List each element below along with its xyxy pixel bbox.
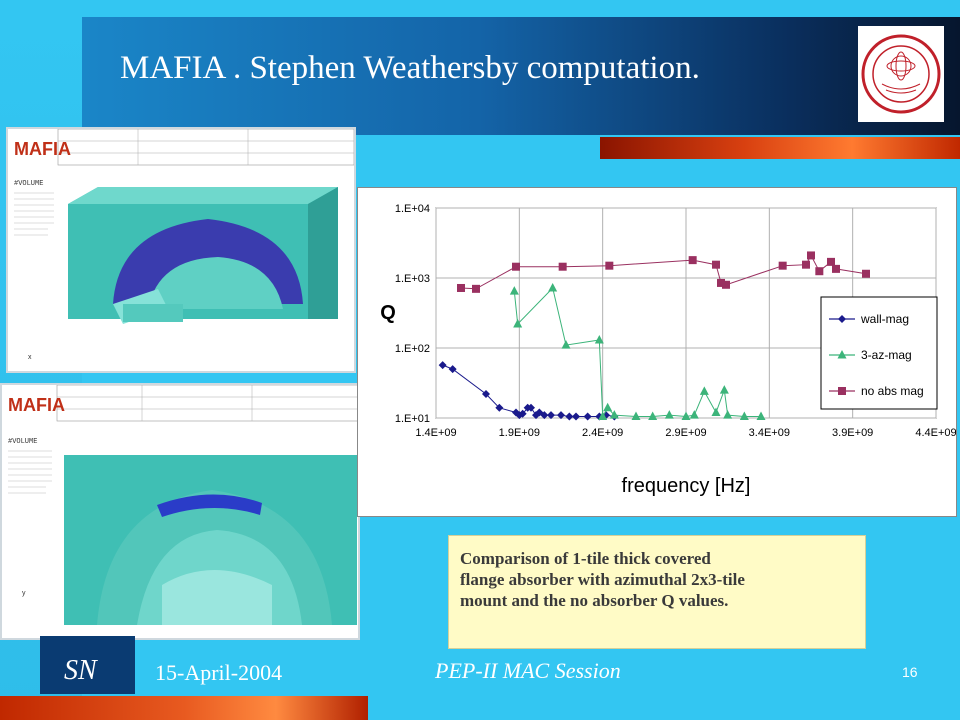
data-point bbox=[711, 407, 721, 416]
data-point bbox=[565, 412, 574, 421]
data-point bbox=[664, 410, 674, 419]
x-tick-label: 1.4E+09 bbox=[415, 427, 456, 439]
data-point bbox=[712, 260, 720, 269]
slac-seal-logo bbox=[858, 26, 944, 122]
data-point bbox=[548, 282, 558, 292]
y-tick-label: 1.E+04 bbox=[395, 203, 430, 215]
data-point bbox=[509, 286, 519, 295]
footer-initials: SN bbox=[64, 655, 97, 686]
mafia-logo-bottom: MAFIA bbox=[8, 395, 65, 415]
axis-glyph-bottom: y bbox=[22, 590, 26, 597]
data-point bbox=[689, 410, 699, 419]
q-vs-frequency-chart: 1.4E+09 1.9E+09 2.4E+09 2.9E+09 3.4E+09 3.9E+… bbox=[357, 187, 957, 517]
caption-box bbox=[448, 535, 866, 649]
data-point bbox=[688, 256, 697, 265]
data-point bbox=[527, 403, 535, 412]
data-point bbox=[448, 365, 457, 374]
data-point bbox=[722, 280, 730, 289]
data-point bbox=[739, 411, 749, 421]
data-point bbox=[756, 411, 766, 421]
x-axis-label: frequency [Hz] bbox=[622, 475, 751, 497]
x-tick-label: 4.4E+09 bbox=[915, 427, 956, 439]
y-tick-label: 1.E+01 bbox=[395, 413, 430, 425]
legend-label: wall-mag bbox=[860, 312, 909, 326]
accent-bar-bottom bbox=[0, 696, 368, 720]
x-tick-label: 1.9E+09 bbox=[499, 427, 540, 439]
data-point bbox=[862, 269, 870, 278]
footer-band bbox=[40, 636, 135, 694]
data-point bbox=[723, 410, 733, 419]
seal-icon bbox=[861, 34, 941, 114]
volume-label-bottom: #VOLUME bbox=[8, 438, 37, 446]
data-point bbox=[558, 262, 567, 271]
legend-marker bbox=[838, 315, 846, 323]
x-tick-label: 3.4E+09 bbox=[749, 427, 790, 439]
data-point bbox=[802, 260, 810, 269]
title-band bbox=[82, 17, 960, 135]
data-point bbox=[513, 319, 523, 328]
chart-svg: 1.4E+09 1.9E+09 2.4E+09 2.9E+09 3.4E+09 3.9E+… bbox=[380, 203, 956, 497]
data-point bbox=[457, 283, 465, 292]
footer-date: 15-April-2004 bbox=[155, 660, 283, 685]
data-point bbox=[631, 411, 641, 421]
data-point bbox=[518, 409, 527, 418]
data-point bbox=[832, 264, 840, 273]
data-point bbox=[495, 403, 504, 412]
data-point bbox=[609, 410, 619, 419]
data-point bbox=[482, 390, 490, 399]
legend-label: no abs mag bbox=[861, 384, 924, 398]
data-point bbox=[648, 411, 658, 421]
legend: wall-mag 3-az-mag no abs mag bbox=[820, 296, 938, 410]
y-tick-label: 1.E+02 bbox=[395, 343, 430, 355]
data-point bbox=[572, 412, 580, 421]
caption-text: Comparison of 1-tile thick covered flang… bbox=[460, 549, 745, 610]
data-point bbox=[472, 284, 480, 293]
legend-marker bbox=[838, 387, 846, 395]
data-point bbox=[717, 278, 725, 287]
mafia-screenshot-top: MAFIA #VOLUME x bbox=[6, 127, 356, 373]
data-point bbox=[598, 411, 608, 421]
data-point bbox=[605, 261, 614, 270]
data-point bbox=[827, 257, 835, 266]
x-tick-label: 2.4E+09 bbox=[582, 427, 623, 439]
volume-label-top: #VOLUME bbox=[14, 180, 43, 188]
data-point bbox=[438, 361, 447, 370]
data-point bbox=[540, 411, 549, 420]
data-point bbox=[815, 267, 824, 276]
data-point bbox=[699, 386, 709, 395]
slide-title: MAFIA . Stephen Weathersby computation. bbox=[120, 50, 700, 86]
data-point bbox=[547, 411, 555, 420]
data-point bbox=[561, 340, 571, 349]
axis-glyph-top: x bbox=[28, 354, 32, 361]
mafia-logo-top: MAFIA bbox=[14, 139, 71, 159]
data-point bbox=[681, 411, 691, 421]
data-point bbox=[594, 335, 604, 344]
legend-marker bbox=[837, 350, 847, 359]
data-point bbox=[557, 411, 565, 420]
data-point bbox=[512, 262, 520, 271]
mafia-screenshot-bottom: MAFIA #VOLUME y bbox=[0, 383, 360, 640]
data-point bbox=[778, 261, 787, 270]
page-number: 16 bbox=[902, 664, 918, 680]
y-axis-label: Q bbox=[380, 302, 396, 324]
x-tick-label: 3.9E+09 bbox=[832, 427, 873, 439]
data-point bbox=[583, 412, 592, 421]
y-tick-label: 1.E+03 bbox=[395, 273, 430, 285]
legend-label: 3-az-mag bbox=[861, 348, 912, 362]
data-point bbox=[719, 385, 729, 394]
footer-session: PEP-II MAC Session bbox=[435, 658, 621, 683]
data-point bbox=[603, 402, 613, 412]
accent-bar-top bbox=[600, 137, 960, 159]
x-tick-label: 2.9E+09 bbox=[665, 427, 706, 439]
data-point bbox=[807, 251, 815, 260]
